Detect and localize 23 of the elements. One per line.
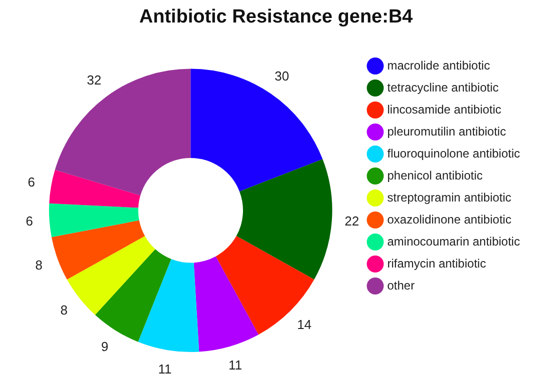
legend-label: streptogramin antibiotic: [387, 190, 512, 204]
legend-label: lincosamide antibiotic: [387, 102, 502, 116]
legend-label: macrolide antibiotic: [387, 58, 490, 72]
data-label: 8: [60, 302, 68, 318]
legend-label: fluoroquinolone antibiotic: [387, 146, 520, 160]
legend-label: pleuromutilin antibiotic: [387, 124, 506, 138]
data-label: 14: [297, 316, 312, 332]
data-label: 22: [344, 213, 360, 228]
data-label: 8: [35, 257, 42, 272]
legend-label: aminocoumarin antibiotic: [387, 234, 520, 248]
data-label: 11: [158, 362, 172, 377]
chart-title: Antibiotic Resistance gene:B4: [139, 6, 414, 28]
data-label: 32: [86, 72, 102, 88]
data-label: 6: [28, 174, 35, 190]
data-label: 11: [228, 357, 242, 372]
data-label: 30: [274, 68, 290, 84]
data-label: 6: [26, 213, 34, 228]
legend-label: rifamycin antibiotic: [387, 256, 486, 270]
legend-label: phenicol antibiotic: [387, 168, 483, 182]
legend-label: other: [387, 278, 415, 292]
legend-label: tetracycline antibiotic: [387, 80, 499, 94]
legend-label: oxazolidinone antibiotic: [387, 212, 512, 226]
data-label: 9: [101, 338, 108, 354]
